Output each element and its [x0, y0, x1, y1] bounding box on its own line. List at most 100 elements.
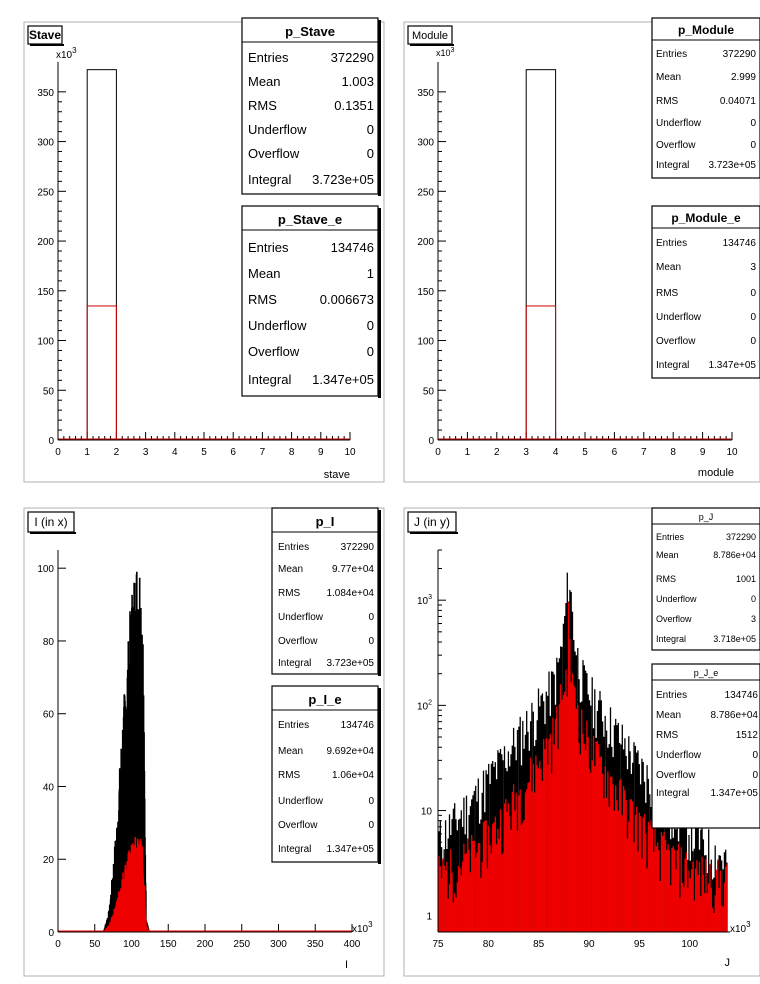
- stats-value: 0: [368, 820, 374, 831]
- x-tick-label: 5: [582, 447, 588, 458]
- stats-label: Entries: [656, 532, 685, 542]
- y-tick-label: 150: [37, 287, 54, 298]
- histogram-bars-p_J_e: [438, 602, 728, 932]
- stats-label: Entries: [278, 720, 309, 731]
- y-tick-label: 150: [417, 287, 434, 298]
- stats-value: 134746: [331, 240, 374, 255]
- x-axis-label: I: [345, 959, 348, 971]
- stats-value: 1: [367, 266, 374, 281]
- y-tick-label: 200: [417, 237, 434, 248]
- stats-label: Entries: [656, 690, 687, 701]
- stats-label: RMS: [656, 574, 676, 584]
- stats-label: RMS: [278, 588, 301, 599]
- stats-value: 0.1351: [334, 98, 374, 113]
- stats-value: 0: [751, 594, 756, 604]
- plot-area: 0 50 100 150 200 250 300 350 0 1 2 3 4 5 6 7 8 9 10: [417, 62, 738, 458]
- stats-value: 1.347e+05: [326, 844, 374, 855]
- x-tick-label: 6: [612, 447, 618, 458]
- stats-label: Entries: [248, 240, 289, 255]
- y-tick-label: 100: [37, 337, 54, 348]
- stats-box: p_Stave Entries 372290 Mean 1.003 RMS 0.…: [241, 17, 381, 196]
- x-tick-label: 8: [289, 447, 295, 458]
- x-tick-label: 90: [583, 939, 595, 950]
- stats-value: 0: [367, 318, 374, 333]
- stats-label: Integral: [248, 372, 291, 387]
- stats-label: Integral: [656, 360, 689, 371]
- stats-label: Overflow: [656, 140, 696, 151]
- y-tick-label: 0: [428, 436, 434, 447]
- stats-box-title: p_Module_e: [671, 211, 741, 225]
- stats-label: Entries: [278, 542, 309, 553]
- stats-label: Overflow: [278, 636, 318, 647]
- stats-value: 3.723e+05: [708, 160, 756, 171]
- y-tick-label: 100: [37, 564, 54, 575]
- y-tick-label: 200: [37, 237, 54, 248]
- y-tick-label: 50: [43, 386, 55, 397]
- x-tick-label: 4: [172, 447, 178, 458]
- stats-value: 0: [750, 288, 756, 299]
- stats-box-title: p_I_e: [308, 692, 341, 707]
- stats-label: Entries: [656, 49, 687, 60]
- stats-value: 0: [752, 750, 758, 761]
- y-tick-label: 350: [37, 88, 54, 99]
- y-multiplier: x103: [56, 46, 77, 61]
- x-tick-label: 1: [84, 447, 90, 458]
- stats-value: 3.718e+05: [713, 634, 756, 644]
- x-tick-label: 95: [634, 939, 646, 950]
- plot-area: 0 50 100 150 200 250 300 350 0 1 2 3 4 5 6 7 8 9 10: [37, 62, 356, 458]
- stats-label: Mean: [278, 564, 303, 575]
- x-multiplier: x103: [352, 920, 373, 935]
- stats-value: 372290: [723, 49, 757, 60]
- stats-box-title: p_Stave: [285, 24, 335, 39]
- x-tick-label: 3: [143, 447, 149, 458]
- chart-title: J (in y): [414, 515, 450, 529]
- y-tick-label: 40: [43, 782, 55, 793]
- stats-value: 0: [750, 140, 756, 151]
- stats-value: 0: [752, 770, 758, 781]
- stats-value: 0: [368, 796, 374, 807]
- x-tick-label: 250: [233, 939, 250, 950]
- y-tick-label: 80: [43, 637, 55, 648]
- stats-label: Overflow: [248, 344, 300, 359]
- stats-label: Mean: [278, 746, 303, 757]
- x-tick-label: 80: [483, 939, 495, 950]
- stats-value: 1.347e+05: [312, 372, 374, 387]
- stats-value: 134746: [725, 690, 759, 701]
- stats-box-title: p_J: [699, 512, 714, 522]
- stats-label: Mean: [656, 72, 681, 83]
- y-tick-label: 1: [426, 912, 432, 923]
- stats-label: Integral: [278, 658, 311, 669]
- x-tick-label: 350: [307, 939, 324, 950]
- x-axis-label: J: [725, 957, 731, 969]
- stats-value: 0: [750, 336, 756, 347]
- stats-label: Mean: [248, 266, 281, 281]
- y-tick-label: 300: [417, 138, 434, 149]
- y-tick-label: 20: [43, 855, 55, 866]
- x-tick-label: 7: [641, 447, 647, 458]
- stats-value: 3.723e+05: [326, 658, 374, 669]
- stats-label: RMS: [656, 730, 679, 741]
- x-tick-label: 400: [344, 939, 361, 950]
- stats-box-title: p_J_e: [694, 668, 719, 678]
- chart-title: Module: [412, 30, 448, 42]
- stats-box-title: p_Module: [678, 23, 734, 37]
- stats-label: Entries: [656, 238, 687, 249]
- x-tick-label: 85: [533, 939, 545, 950]
- stats-value: 1.084e+04: [326, 588, 374, 599]
- stats-box: p_I Entries 372290 Mean 9.77e+04 RMS 1.0…: [271, 507, 381, 676]
- y-tick-label: 100: [417, 337, 434, 348]
- stats-value: 0: [367, 146, 374, 161]
- y-tick-label: 60: [43, 710, 55, 721]
- y-tick-label: 103: [417, 594, 432, 607]
- x-tick-label: 50: [89, 939, 101, 950]
- x-tick-label: 10: [344, 447, 356, 458]
- y-tick-label: 0: [48, 928, 54, 939]
- stats-value: 372290: [726, 532, 756, 542]
- x-tick-label: 6: [230, 447, 236, 458]
- plot-area: 1 10 102 103 75 80 85 90 95 100: [417, 549, 730, 950]
- stats-value: 2.999: [731, 72, 756, 83]
- stats-label: Underflow: [656, 312, 702, 323]
- y-multiplier: x103: [436, 47, 455, 58]
- stats-box-title: p_I: [316, 514, 335, 529]
